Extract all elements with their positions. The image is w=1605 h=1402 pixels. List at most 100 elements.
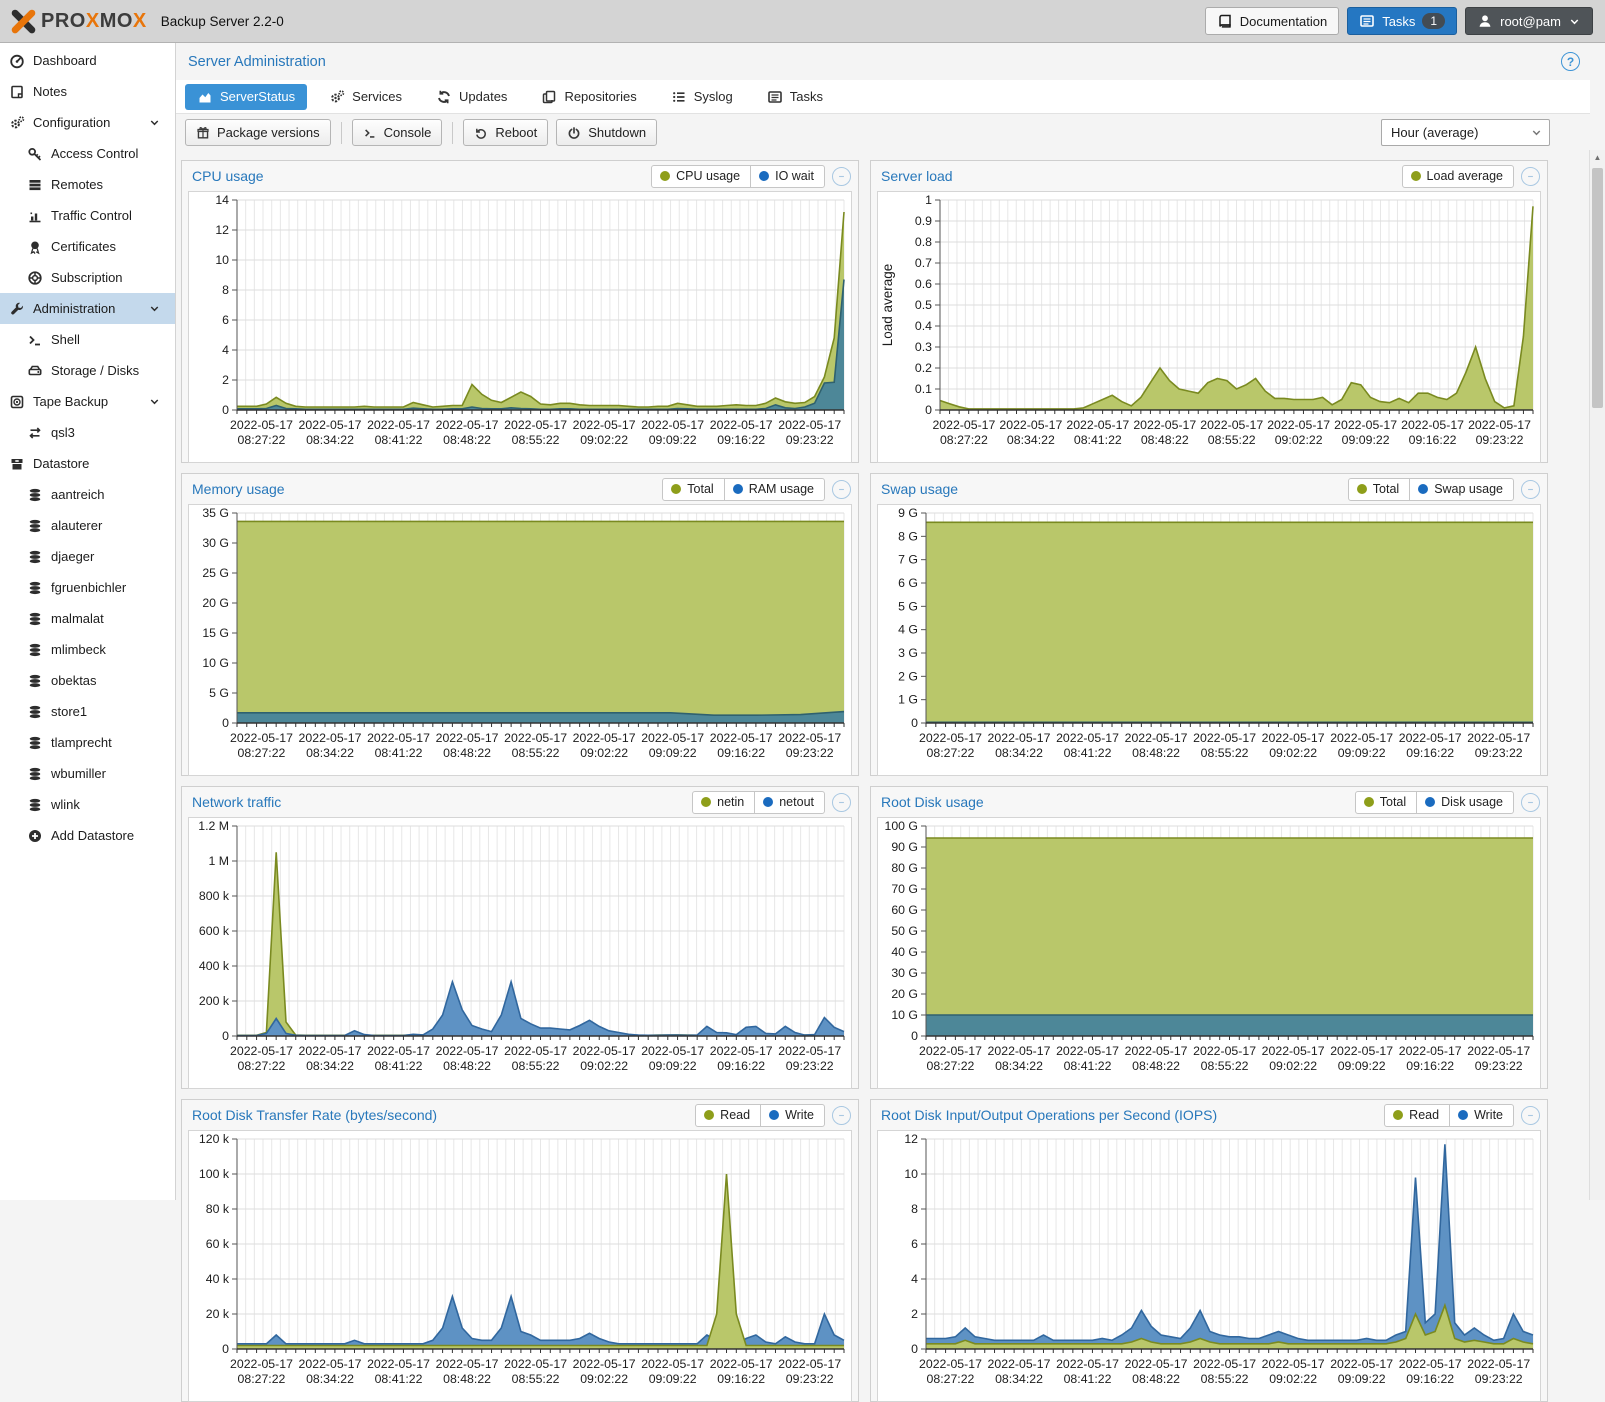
sidebar-item-store1[interactable]: store1	[0, 696, 175, 727]
legend-toggle-netout[interactable]: netout	[754, 791, 825, 814]
sidebar-item-shell[interactable]: Shell	[0, 324, 175, 355]
vertical-scrollbar[interactable]: ▲	[1589, 150, 1605, 1200]
legend-toggle-disk-usage[interactable]: Disk usage	[1416, 791, 1514, 814]
series-Disk-usage	[926, 1015, 1533, 1036]
tab-updates[interactable]: Updates	[424, 84, 519, 110]
package-versions-button[interactable]: Package versions	[185, 119, 331, 146]
gears-icon	[9, 115, 25, 131]
legend-toggle-netin[interactable]: netin	[692, 791, 755, 814]
legend-toggle-total[interactable]: Total	[662, 478, 724, 501]
collapse-panel-button[interactable]	[1521, 1106, 1540, 1125]
legend-toggle-swap-usage[interactable]: Swap usage	[1409, 478, 1514, 501]
svg-text:08:41:22: 08:41:22	[1064, 1059, 1112, 1073]
sidebar-item-notes[interactable]: Notes	[0, 76, 175, 107]
svg-text:2022-05-17: 2022-05-17	[1467, 1044, 1530, 1058]
sidebar-item-qsl3[interactable]: qsl3	[0, 417, 175, 448]
collapse-panel-button[interactable]	[1521, 167, 1540, 186]
terminal-icon	[363, 126, 377, 140]
sidebar-item-traffic-control[interactable]: Traffic Control	[0, 200, 175, 231]
legend-toggle-total[interactable]: Total	[1348, 478, 1410, 501]
sidebar-item-wbumiller[interactable]: wbumiller	[0, 758, 175, 789]
svg-text:4: 4	[911, 1272, 918, 1286]
collapse-panel-button[interactable]	[832, 793, 851, 812]
chevron-down-icon[interactable]	[148, 116, 161, 129]
svg-text:10 G: 10 G	[891, 1008, 918, 1022]
sidebar-item-certificates[interactable]: Certificates	[0, 231, 175, 262]
sidebar-item-obektas[interactable]: obektas	[0, 665, 175, 696]
time-range-select[interactable]: Hour (average)	[1381, 119, 1550, 146]
console-button[interactable]: Console	[352, 119, 443, 146]
collapse-panel-button[interactable]	[832, 167, 851, 186]
chevron-down-icon[interactable]	[148, 395, 161, 408]
tasks-button[interactable]: Tasks 1	[1347, 7, 1457, 35]
panel-title: Server load	[881, 168, 953, 184]
reboot-button[interactable]: Reboot	[463, 119, 548, 146]
documentation-button[interactable]: Documentation	[1205, 7, 1339, 35]
sidebar-item-add-datastore[interactable]: Add Datastore	[0, 820, 175, 851]
toolbar-button-label: Shutdown	[588, 125, 646, 140]
collapse-panel-button[interactable]	[832, 1106, 851, 1125]
tab-syslog[interactable]: Syslog	[659, 84, 745, 110]
legend-toggle-load-average[interactable]: Load average	[1402, 165, 1514, 188]
svg-text:09:09:22: 09:09:22	[1338, 1059, 1386, 1073]
series-Total	[926, 838, 1533, 1036]
tab-serverstatus[interactable]: ServerStatus	[185, 84, 307, 110]
sidebar-item-wlink[interactable]: wlink	[0, 789, 175, 820]
legend-toggle-read[interactable]: Read	[695, 1104, 761, 1127]
legend-dot	[1458, 1110, 1468, 1120]
sidebar-item-fgruenbichler[interactable]: fgruenbichler	[0, 572, 175, 603]
sidebar-item-tlamprecht[interactable]: tlamprecht	[0, 727, 175, 758]
sidebar-item-access-control[interactable]: Access Control	[0, 138, 175, 169]
svg-text:60 k: 60 k	[206, 1237, 230, 1251]
sidebar-item-mlimbeck[interactable]: mlimbeck	[0, 634, 175, 665]
legend-dot	[704, 1110, 714, 1120]
user-menu-button[interactable]: root@pam	[1465, 7, 1593, 35]
tab-repositories[interactable]: Repositories	[529, 84, 648, 110]
chevron-down-icon[interactable]	[148, 302, 161, 315]
sidebar-item-storage-disks[interactable]: Storage / Disks	[0, 355, 175, 386]
collapse-panel-button[interactable]	[832, 480, 851, 499]
sidebar-item-aantreich[interactable]: aantreich	[0, 479, 175, 510]
svg-text:2022-05-17: 2022-05-17	[1262, 1357, 1325, 1371]
sidebar-item-administration[interactable]: Administration	[0, 293, 175, 324]
svg-text:08:41:22: 08:41:22	[375, 746, 423, 760]
scrollbar-up-arrow[interactable]: ▲	[1590, 150, 1605, 165]
sidebar-item-djaeger[interactable]: djaeger	[0, 541, 175, 572]
tab-services[interactable]: Services	[317, 84, 414, 110]
sidebar-item-dashboard[interactable]: Dashboard	[0, 45, 175, 76]
legend-toggle-cpu-usage[interactable]: CPU usage	[651, 165, 751, 188]
collapse-panel-button[interactable]	[1521, 480, 1540, 499]
legend-toggle-write[interactable]: Write	[1449, 1104, 1514, 1127]
sidebar-item-datastore[interactable]: Datastore	[0, 448, 175, 479]
shutdown-button[interactable]: Shutdown	[556, 119, 657, 146]
sidebar-item-label: aantreich	[51, 487, 104, 502]
collapse-panel-button[interactable]	[1521, 793, 1540, 812]
scrollbar-thumb[interactable]	[1592, 168, 1603, 408]
note-icon	[9, 84, 25, 100]
sidebar-item-label: wbumiller	[51, 766, 106, 781]
sidebar-item-malmalat[interactable]: malmalat	[0, 603, 175, 634]
sidebar-item-subscription[interactable]: Subscription	[0, 262, 175, 293]
svg-text:2022-05-17: 2022-05-17	[1056, 731, 1119, 745]
sidebar-item-alauterer[interactable]: alauterer	[0, 510, 175, 541]
help-button[interactable]: ?	[1561, 52, 1580, 71]
svg-text:2022-05-17: 2022-05-17	[919, 1044, 982, 1058]
legend-toggle-write[interactable]: Write	[760, 1104, 825, 1127]
chart-canvas: 100 G90 G80 G70 G60 G50 G40 G30 G20 G10 …	[878, 818, 1540, 1083]
svg-text:2022-05-17: 2022-05-17	[1399, 1044, 1462, 1058]
sidebar-item-remotes[interactable]: Remotes	[0, 169, 175, 200]
legend-toggle-read[interactable]: Read	[1384, 1104, 1450, 1127]
legend-toggle-total[interactable]: Total	[1355, 791, 1417, 814]
svg-text:08:55:22: 08:55:22	[1201, 1059, 1249, 1073]
legend-label: Write	[1474, 1108, 1503, 1122]
sidebar-item-label: alauterer	[51, 518, 102, 533]
svg-text:09:09:22: 09:09:22	[649, 746, 697, 760]
legend-toggle-ram-usage[interactable]: RAM usage	[724, 478, 825, 501]
tab-tasks[interactable]: Tasks	[755, 84, 835, 110]
legend-toggle-io-wait[interactable]: IO wait	[750, 165, 825, 188]
sidebar-item-configuration[interactable]: Configuration	[0, 107, 175, 138]
panel-title: Root Disk Input/Output Operations per Se…	[881, 1107, 1217, 1123]
sidebar-item-tape-backup[interactable]: Tape Backup	[0, 386, 175, 417]
